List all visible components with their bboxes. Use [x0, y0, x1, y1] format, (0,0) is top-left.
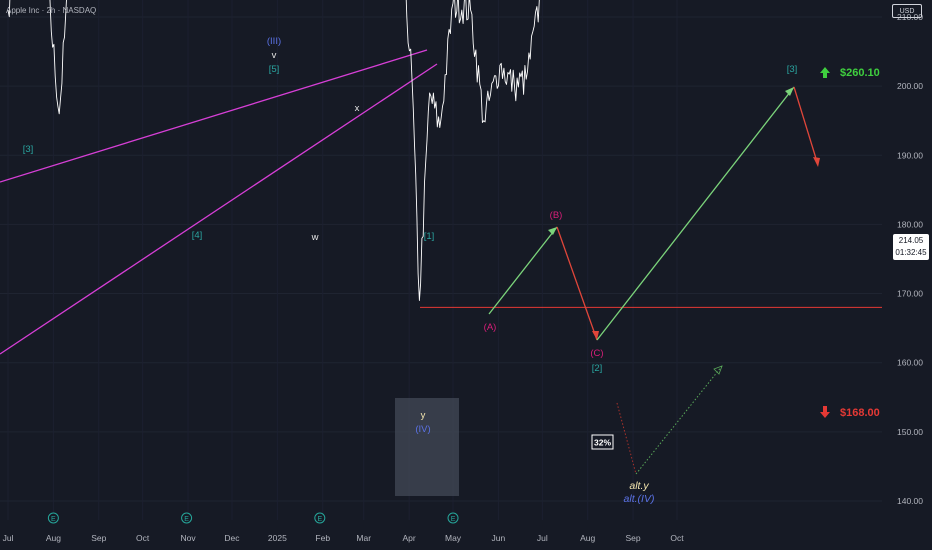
y-tick-label: 200.00: [897, 81, 923, 91]
x-tick-label: Oct: [670, 533, 684, 543]
x-axis[interactable]: Jul Aug Sep Oct Nov Dec 2025 Feb Mar Apr May Jun Jul…: [3, 533, 685, 543]
x-tick-label: Dec: [224, 533, 240, 543]
y-tick-label: 210.00: [897, 12, 923, 22]
y-tick-label: 190.00: [897, 150, 923, 160]
wave-label: [1]: [424, 231, 435, 242]
grid: [0, 0, 882, 520]
arrow-head: [785, 87, 794, 96]
earnings-marker-label: E: [317, 516, 322, 523]
wave-label: w: [311, 232, 319, 243]
wave-label: [3]: [787, 64, 798, 75]
projection-after-3: [793, 86, 819, 166]
target-up: $260.10: [820, 67, 880, 79]
lower-trendline: [0, 63, 438, 355]
support-zone: [395, 398, 459, 496]
wave-labels: (III) v [5] [3] [4] x w y (IV) [1] (B) (…: [23, 36, 798, 505]
wave-label: (IV): [415, 424, 430, 435]
wave-label: alt.(IV): [624, 493, 655, 505]
y-tick-label: 160.00: [897, 358, 923, 368]
arrow-up-icon: [820, 67, 830, 78]
arrow-head: [713, 365, 723, 375]
earnings-marker: [314, 512, 326, 524]
x-tick-label: Sep: [91, 533, 106, 543]
wave-label: (C): [590, 348, 603, 359]
trendlines: [0, 49, 438, 355]
x-tick-label: May: [445, 533, 462, 543]
wave-label: [3]: [23, 144, 34, 155]
wave-label: y: [421, 410, 426, 421]
y-tick-label: 140.00: [897, 496, 923, 506]
x-tick-label: 2025: [268, 533, 287, 543]
probability-label: 32%: [594, 438, 611, 448]
x-tick-label: Apr: [402, 533, 415, 543]
bar-countdown: 01:32:45: [895, 248, 927, 257]
wave-label: (III): [267, 36, 281, 47]
target-label-high: $260.10: [840, 67, 880, 79]
upper-trendline: [0, 49, 428, 183]
wave-label: [4]: [192, 230, 203, 241]
x-tick-label: Sep: [626, 533, 641, 543]
current-price-label: 214.05 01:32:45: [893, 234, 929, 260]
x-tick-label: Aug: [580, 533, 595, 543]
chart-title: Apple Inc · 2h · NASDAQ: [6, 6, 97, 15]
target-down: $168.00: [820, 406, 880, 419]
x-tick-label: Oct: [136, 533, 150, 543]
x-tick-label: Aug: [46, 533, 61, 543]
earnings-marker: [181, 512, 193, 524]
x-tick-label: Feb: [315, 533, 330, 543]
currency-button[interactable]: USD: [892, 4, 922, 18]
y-tick-label: 170.00: [897, 289, 923, 299]
wave-label: alt.y: [629, 480, 649, 492]
earnings-marker-label: E: [184, 516, 189, 523]
wave-label: v: [272, 50, 277, 61]
arrow-head: [813, 157, 820, 167]
arrow-head: [592, 331, 599, 340]
arrow-head: [548, 227, 557, 235]
alt-projection-up: [635, 365, 723, 475]
wave-label: (A): [484, 322, 497, 333]
wave-label: (B): [550, 210, 563, 221]
y-axis[interactable]: 140.00 150.00 160.00 170.00 180.00 190.00 200.…: [897, 0, 923, 506]
wave-label: [2]: [592, 363, 603, 374]
x-tick-label: Nov: [180, 533, 196, 543]
target-label-low: $168.00: [840, 407, 880, 419]
wave-label: [5]: [269, 64, 280, 75]
probability-box: 32%: [591, 434, 614, 450]
earnings-marker-label: E: [451, 516, 456, 523]
earnings-marker: [447, 512, 459, 524]
projection-paths: [488, 86, 820, 475]
price-series: [7, 0, 540, 301]
x-tick-label: Jul: [3, 533, 14, 543]
projection-c-3: [596, 86, 795, 341]
arrow-down-icon: [820, 406, 830, 418]
x-tick-label: Mar: [356, 533, 371, 543]
current-price: 214.05: [898, 236, 924, 245]
projection-a-b: [488, 226, 558, 315]
earnings-marker: [47, 512, 59, 524]
x-tick-label: Jun: [492, 533, 506, 543]
y-tick-label: 180.00: [897, 219, 923, 229]
y-tick-label: 150.00: [897, 427, 923, 437]
x-tick-label: Jul: [537, 533, 548, 543]
wave-label: x: [355, 103, 360, 114]
earnings-marker-label: E: [51, 516, 56, 523]
projection-b-c: [556, 226, 598, 341]
